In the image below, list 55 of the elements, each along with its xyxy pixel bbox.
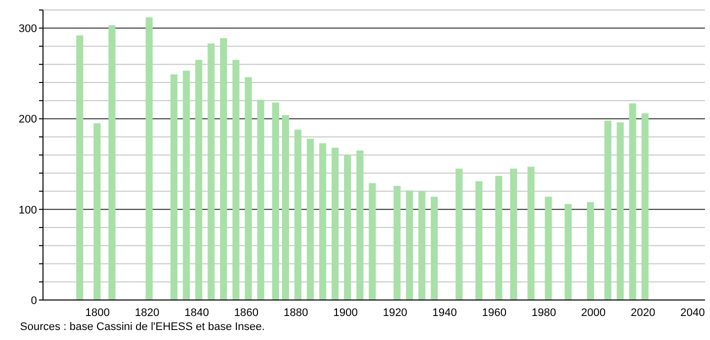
bar (430, 196, 438, 300)
bar (475, 181, 482, 300)
bar (642, 113, 649, 300)
y-tick-label: 100 (18, 204, 37, 216)
x-tick-label: 2020 (630, 306, 656, 319)
bar (406, 190, 413, 300)
bar (456, 168, 463, 300)
bar (282, 115, 290, 300)
x-tick-label: 1980 (532, 306, 556, 319)
x-tick-label: 1900 (333, 306, 358, 319)
x-tick-label: 1940 (432, 306, 457, 319)
bar (76, 35, 84, 300)
y-tick-label: 200 (18, 114, 37, 126)
bar (170, 74, 178, 300)
bar (182, 70, 190, 300)
x-tick-label: 1860 (234, 306, 259, 319)
x-tick-label: 1920 (382, 306, 408, 319)
bar (368, 183, 376, 300)
bar (495, 176, 502, 300)
x-tick-label: 1800 (85, 306, 110, 319)
bar (195, 60, 202, 300)
bar (394, 186, 401, 300)
x-tick-label: 1880 (284, 306, 308, 319)
bar (418, 191, 426, 300)
bar (586, 202, 594, 300)
bar (356, 150, 364, 300)
bar (257, 100, 264, 300)
bar (244, 77, 252, 300)
bar (527, 166, 534, 300)
bar (220, 38, 228, 300)
bar (272, 102, 280, 300)
bar (344, 155, 352, 300)
y-tick-label: 300 (18, 23, 37, 36)
bar (564, 204, 572, 300)
bar (208, 44, 215, 300)
x-tick-label: 1840 (184, 306, 209, 319)
source-note: Sources : base Cassini de l'EHESS et base Insee. (20, 321, 265, 333)
x-tick-label: 1820 (134, 306, 160, 319)
bar (629, 103, 636, 300)
bar (306, 138, 314, 300)
x-tick-label: 2040 (680, 306, 705, 319)
bar (544, 196, 552, 300)
bar (232, 60, 240, 300)
bar (332, 148, 339, 300)
bar (604, 120, 612, 300)
bar (108, 25, 116, 300)
bar (510, 168, 518, 300)
bar (146, 17, 153, 300)
bar (294, 130, 302, 300)
x-tick-label: 2000 (581, 306, 606, 319)
y-tick-label: 0 (30, 294, 37, 307)
bar (94, 123, 101, 300)
bar (616, 122, 624, 300)
bar (319, 143, 326, 300)
x-tick-label: 1960 (482, 306, 506, 319)
